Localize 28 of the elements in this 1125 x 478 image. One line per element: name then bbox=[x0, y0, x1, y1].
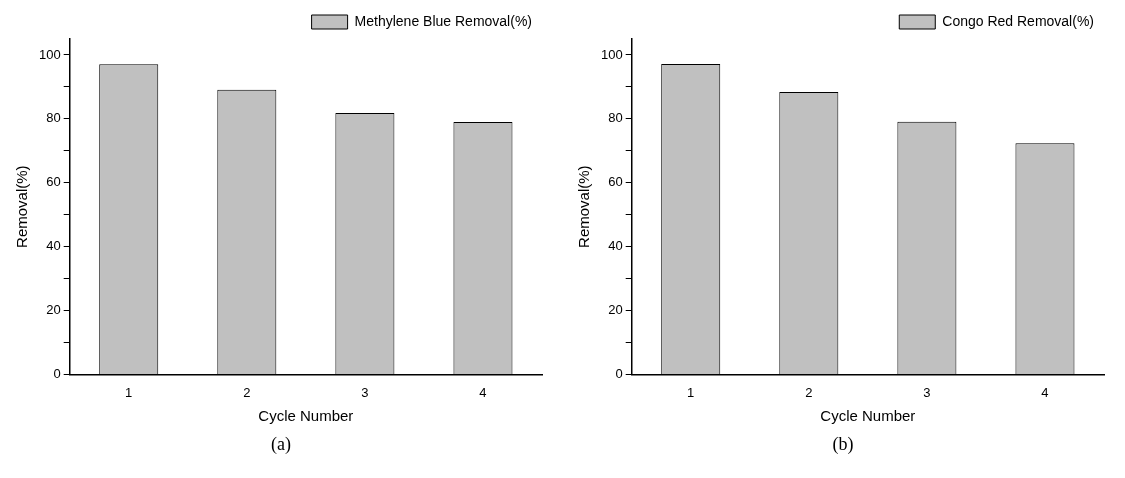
text: (b) bbox=[831, 434, 855, 455]
y-tick-label: 0 bbox=[615, 365, 623, 381]
y-axis-title: Removal(%) bbox=[13, 165, 31, 248]
x-tick-label: 1 bbox=[125, 384, 133, 400]
y-tick-label: 80 bbox=[608, 110, 623, 126]
y-tick-label: 60 bbox=[46, 174, 61, 190]
x-tick-label: 4 bbox=[479, 384, 487, 400]
x-tick-label: 1 bbox=[687, 384, 695, 400]
y-tick-label: 100 bbox=[38, 46, 61, 62]
x-tick-label: 2 bbox=[243, 384, 251, 400]
y-tick-label: 0 bbox=[53, 365, 61, 381]
y-tick-label: 40 bbox=[608, 238, 623, 254]
y-tick-label: 100 bbox=[600, 46, 623, 62]
legend-label: Methylene Blue Removal(%) bbox=[354, 12, 532, 29]
legend-label: Congo Red Removal(%) bbox=[942, 12, 1094, 29]
x-tick-label: 3 bbox=[923, 384, 931, 400]
x-tick-label: 4 bbox=[1041, 384, 1049, 400]
x-tick-label: 3 bbox=[361, 384, 369, 400]
y-tick-label: 40 bbox=[46, 238, 61, 254]
y-axis-title: Removal(%) bbox=[575, 165, 593, 248]
y-tick-label: 80 bbox=[46, 110, 61, 126]
y-tick-label: 20 bbox=[46, 302, 61, 318]
x-tick-label: 2 bbox=[805, 384, 813, 400]
y-tick-label: 20 bbox=[608, 302, 623, 318]
text: (a) bbox=[270, 434, 292, 455]
x-axis-title: Cycle Number bbox=[258, 407, 354, 425]
y-tick-label: 60 bbox=[608, 174, 623, 190]
x-axis-title: Cycle Number bbox=[820, 407, 916, 425]
